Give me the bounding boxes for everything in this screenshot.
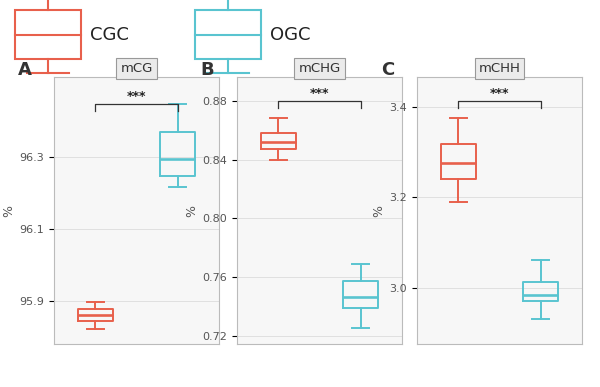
- FancyBboxPatch shape: [195, 10, 261, 59]
- Text: ***: ***: [310, 87, 329, 100]
- Text: C: C: [380, 62, 394, 79]
- Text: OGC: OGC: [270, 26, 311, 44]
- Title: mCHH: mCHH: [479, 62, 520, 75]
- Title: mCG: mCG: [121, 62, 152, 75]
- Y-axis label: %: %: [2, 205, 15, 217]
- Title: mCHG: mCHG: [298, 62, 341, 75]
- Y-axis label: %: %: [185, 205, 198, 217]
- FancyBboxPatch shape: [15, 10, 81, 59]
- Text: A: A: [18, 62, 32, 79]
- Y-axis label: %: %: [373, 205, 385, 217]
- Text: ***: ***: [127, 90, 146, 103]
- Text: ***: ***: [490, 87, 509, 100]
- Text: CGC: CGC: [90, 26, 129, 44]
- Text: B: B: [200, 62, 214, 79]
